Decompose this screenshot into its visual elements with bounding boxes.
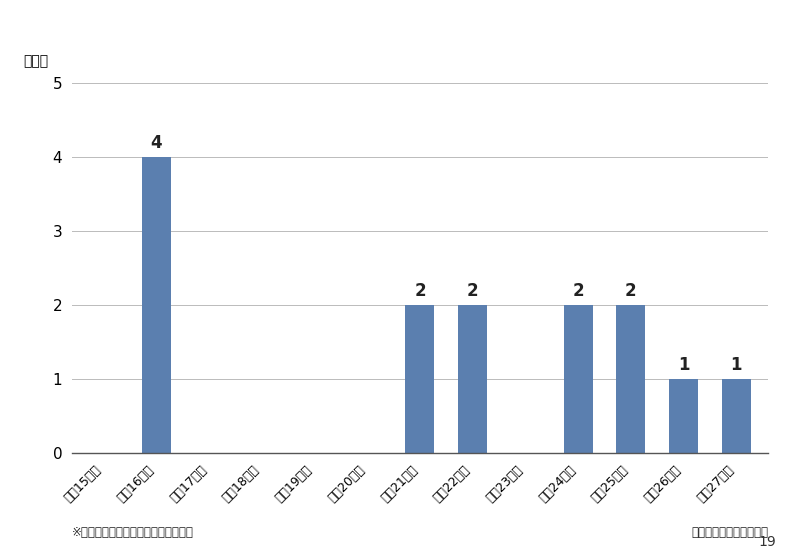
Text: （出典）文部科学省調べ: （出典）文部科学省調べ [691, 526, 768, 539]
Text: 1: 1 [678, 356, 690, 374]
Text: 2: 2 [414, 282, 426, 300]
Text: 19: 19 [758, 535, 776, 549]
Bar [617, 305, 646, 453]
Bar [142, 157, 171, 453]
Bar [722, 379, 751, 453]
Bar [406, 305, 434, 453]
Text: 2: 2 [625, 282, 637, 300]
Bar [458, 305, 487, 453]
Text: 解散した文部科学大臣所轄学校法人の数の推移（平成１５年度以降）: 解散した文部科学大臣所轄学校法人の数の推移（平成１５年度以降） [218, 25, 582, 44]
Text: 2: 2 [467, 282, 478, 300]
Bar [564, 305, 593, 453]
Text: 2: 2 [572, 282, 584, 300]
Text: ※他法人との合併に伴う解散は除く。: ※他法人との合併に伴う解散は除く。 [72, 526, 194, 539]
Text: 4: 4 [150, 134, 162, 152]
Text: 1: 1 [730, 356, 742, 374]
Bar [669, 379, 698, 453]
Text: （校）: （校） [23, 54, 49, 68]
